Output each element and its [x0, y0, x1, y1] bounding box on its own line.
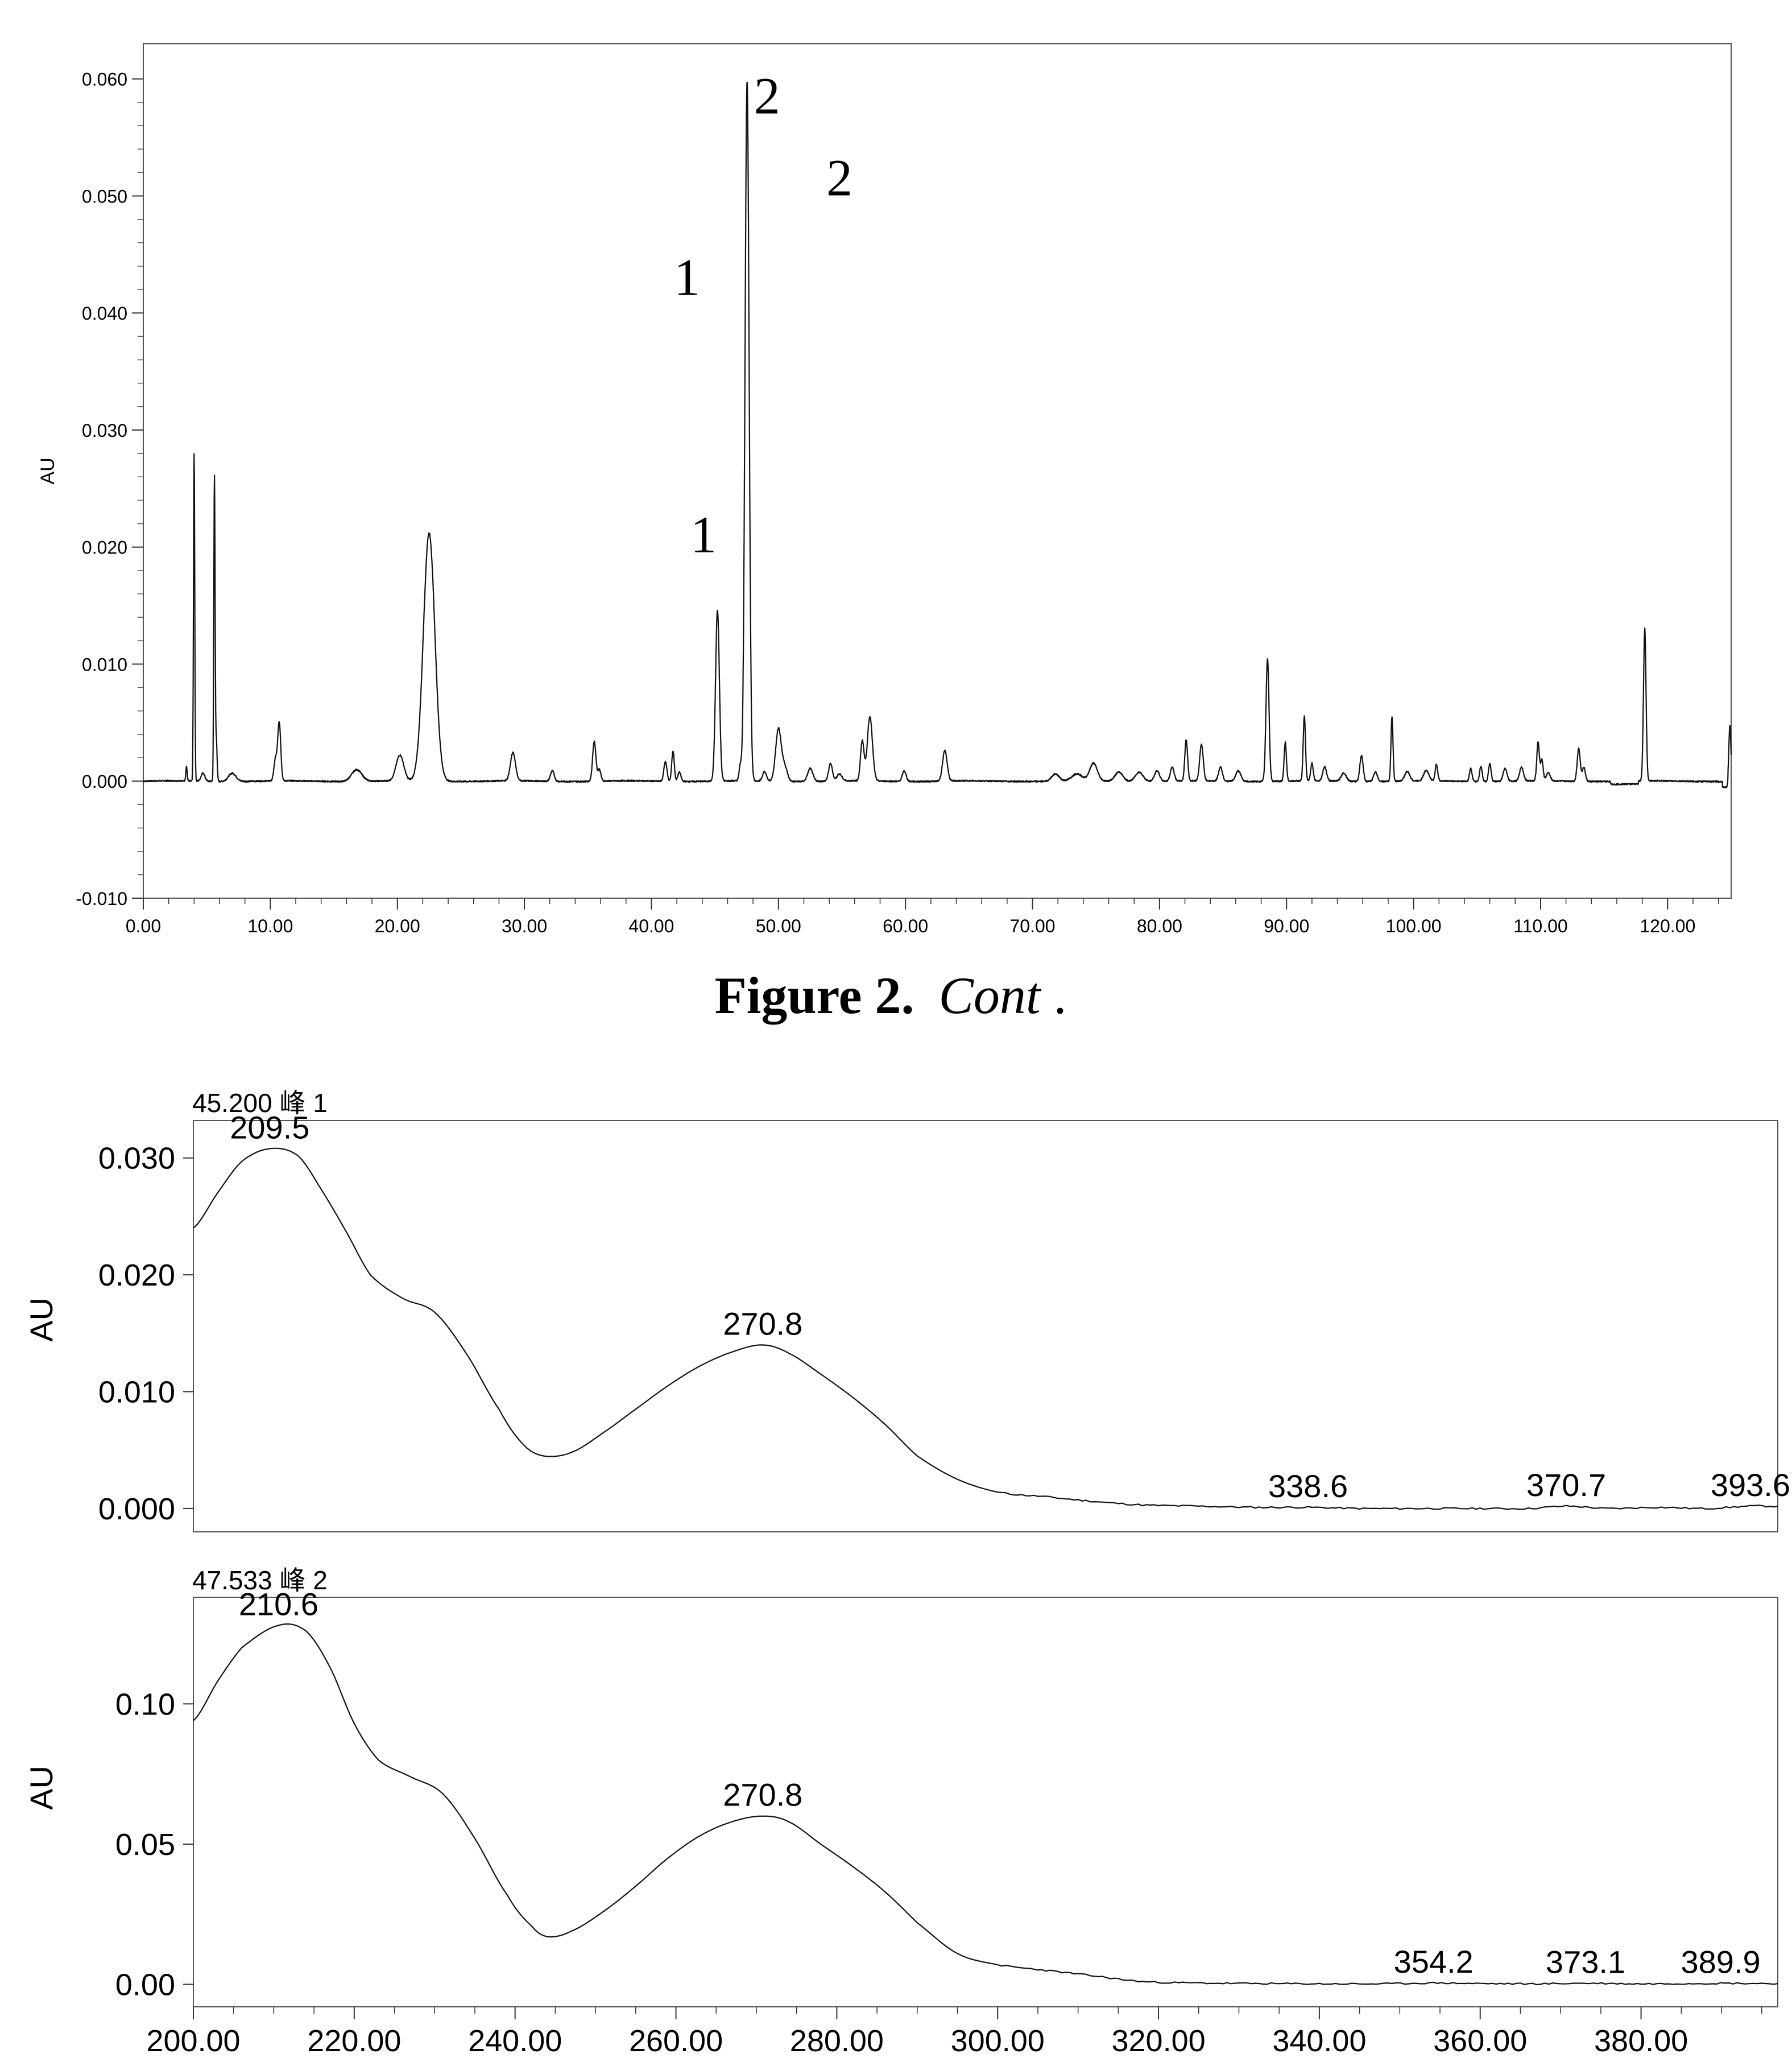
uv-spectrum-peak-1-y-axis: 0.000 0.010 0.020 0.030: [98, 1142, 193, 1526]
chromatogram-peak-annotations: 22 1 1: [674, 67, 852, 564]
uv-spectrum-x-tick-label: 260.00: [629, 2024, 723, 2058]
uv-spectrum-peak-2-wavelength-label: 354.2: [1394, 1944, 1474, 1980]
caption-period: .: [1053, 966, 1066, 1024]
uv-spectrum-x-tick-label: 320.00: [1111, 2024, 1205, 2058]
uv-spectrum-peak-2-y-tick-label: 0.00: [115, 1968, 175, 2002]
chromatogram-peak-number: 1: [690, 506, 717, 564]
chromatogram-peak-number: 2: [826, 149, 852, 207]
uv-spectrum-peak-1-y-tick-label: 0.020: [98, 1258, 175, 1292]
uv-spectrum-peak-2-y-tick-label: 0.05: [115, 1828, 175, 1862]
chromatogram-y-tick-label: 0.020: [82, 538, 127, 558]
uv-spectrum-peak-1-trace-line: [193, 1147, 1778, 1510]
uv-spectrum-peak-1-plot-frame: [193, 1120, 1778, 1532]
uv-spectrum-x-tick-label: 380.00: [1594, 2024, 1688, 2058]
chromatogram-y-tick-label: -0.010: [76, 889, 127, 909]
uv-spectrum-x-tick-label: 300.00: [951, 2024, 1045, 2058]
uv-spectrum-peak-1-title: 45.200 峰 1: [192, 1088, 328, 1118]
uv-spectrum-peak-2-y-tick-label: 0.10: [115, 1687, 175, 1721]
chromatogram-y-tick-label: 0.000: [82, 771, 127, 792]
chromatogram-y-tick-label: 0.040: [82, 303, 127, 324]
uv-spectrum-x-tick-label: 240.00: [468, 2024, 562, 2058]
chromatogram-x-tick-label: 120.00: [1640, 916, 1695, 936]
chromatogram-y-tick-label: 0.030: [82, 420, 127, 441]
uv-spectrum-x-tick-label: 280.00: [790, 2024, 884, 2058]
uv-spectrum-peak-2-wavelength-labels: 210.6 270.8 354.2 373.1 389.9: [239, 1586, 1761, 1980]
caption-figure-number: Figure 2.: [715, 966, 914, 1024]
uv-spectrum-peak-1-y-axis-label: AU: [23, 1297, 59, 1342]
uv-spectrum-peak-2-y-axis-label: AU: [23, 1766, 59, 1810]
chromatogram-x-tick-label: 10.00: [247, 916, 293, 936]
uv-spectrum-peak-2-wavelength-label: 373.1: [1546, 1944, 1625, 1980]
uv-spectrum-peak-1-y-tick-label: 0.010: [98, 1375, 175, 1410]
uv-spectrum-peak-2-trace-line: [193, 1623, 1778, 1985]
chromatogram-x-tick-label: 0.00: [126, 916, 161, 936]
uv-spectrum-peak-2-wavelength-label: 389.9: [1681, 1944, 1761, 1980]
caption-cont: Cont: [939, 966, 1042, 1024]
uv-spectrum-peak-2-wavelength-label: 270.8: [723, 1777, 802, 1813]
chromatogram-y-axis-label: AU: [37, 457, 59, 484]
uv-spectrum-peak-1-wavelength-label: 370.7: [1526, 1467, 1606, 1503]
uv-spectrum-peak-1-chart: 45.200 峰 1 0.000 0.010 0.020 0.030 AU 209.5…: [23, 1088, 1790, 1532]
chromatogram-x-axis: 0.00 10.00 20.00 30.00 40.00 50.00 60.00 70.00 8…: [126, 898, 1719, 936]
chromatogram-x-tick-label: 40.00: [628, 916, 674, 936]
chromatogram-x-tick-label: 70.00: [1009, 916, 1055, 936]
uv-spectrum-x-tick-label: 340.00: [1272, 2024, 1366, 2058]
uv-spectrum-peak-1-wavelength-label: 270.8: [723, 1305, 802, 1341]
chromatogram-y-tick-label: 0.060: [82, 69, 127, 90]
chromatogram-y-tick-label: 0.010: [82, 654, 127, 675]
chromatogram-x-tick-label: 110.00: [1513, 916, 1568, 936]
uv-spectrum-peak-2-wavelength-label: 210.6: [239, 1586, 318, 1622]
uv-spectrum-peak-1-wavelength-label: 338.6: [1268, 1468, 1348, 1504]
uv-spectrum-peak-2-plot-frame: [193, 1597, 1778, 2007]
chromatogram-chart: -0.010 0.000 0.010 0.020 0.030 0.040 0.050 0.06…: [37, 43, 1732, 936]
uv-spectrum-peak-2-title: 47.533 峰 2: [192, 1565, 328, 1595]
uv-spectrum-x-tick-label: 220.00: [307, 2024, 401, 2058]
chromatogram-x-tick-label: 100.00: [1386, 916, 1442, 936]
uv-spectrum-peak-1-y-tick-label: 0.030: [98, 1142, 175, 1176]
chromatogram-peak-number: 2: [754, 67, 780, 125]
chromatogram-x-tick-label: 60.00: [883, 916, 928, 936]
chromatogram-y-axis: -0.010 0.000 0.010 0.020 0.030 0.040 0.050 0.06…: [76, 69, 143, 909]
uv-spectrum-peak-1-wavelength-labels: 209.5 270.8 338.6 370.7 393.6: [230, 1109, 1790, 1504]
chromatogram-peak-number: 1: [674, 249, 700, 307]
uv-spectrum-peak-1-y-tick-label: 0.000: [98, 1492, 175, 1526]
uv-spectrum-x-tick-label: 360.00: [1433, 2024, 1527, 2058]
uv-spectrum-peak-2-chart: 47.533 峰 2 0.00 0.05 0.10 200.00 220.00 240.…: [23, 1565, 1778, 2058]
chromatogram-plot-frame: [143, 43, 1732, 899]
uv-spectrum-peak-1-wavelength-label: 393.6: [1711, 1467, 1790, 1503]
chromatogram-x-tick-label: 20.00: [375, 916, 420, 936]
figure-caption: Figure 2. Cont .: [715, 966, 1067, 1024]
chromatogram-x-tick-label: 50.00: [756, 916, 801, 936]
chromatogram-x-tick-label: 30.00: [502, 916, 547, 936]
uv-spectrum-peak-2-y-axis: 0.00 0.05 0.10: [115, 1687, 193, 2002]
chromatogram-x-tick-label: 80.00: [1137, 916, 1182, 936]
uv-spectrum-peak-1-wavelength-label: 209.5: [230, 1109, 309, 1145]
uv-spectrum-x-tick-label: 200.00: [146, 2024, 240, 2058]
uv-spectrum-x-axis: 200.00 220.00 240.00 260.00 280.00 300.00 320.…: [146, 2007, 1762, 2058]
chromatogram-trace-line: [143, 81, 1732, 789]
chromatogram-x-tick-label: 90.00: [1264, 916, 1309, 936]
chromatogram-y-tick-label: 0.050: [82, 186, 127, 206]
